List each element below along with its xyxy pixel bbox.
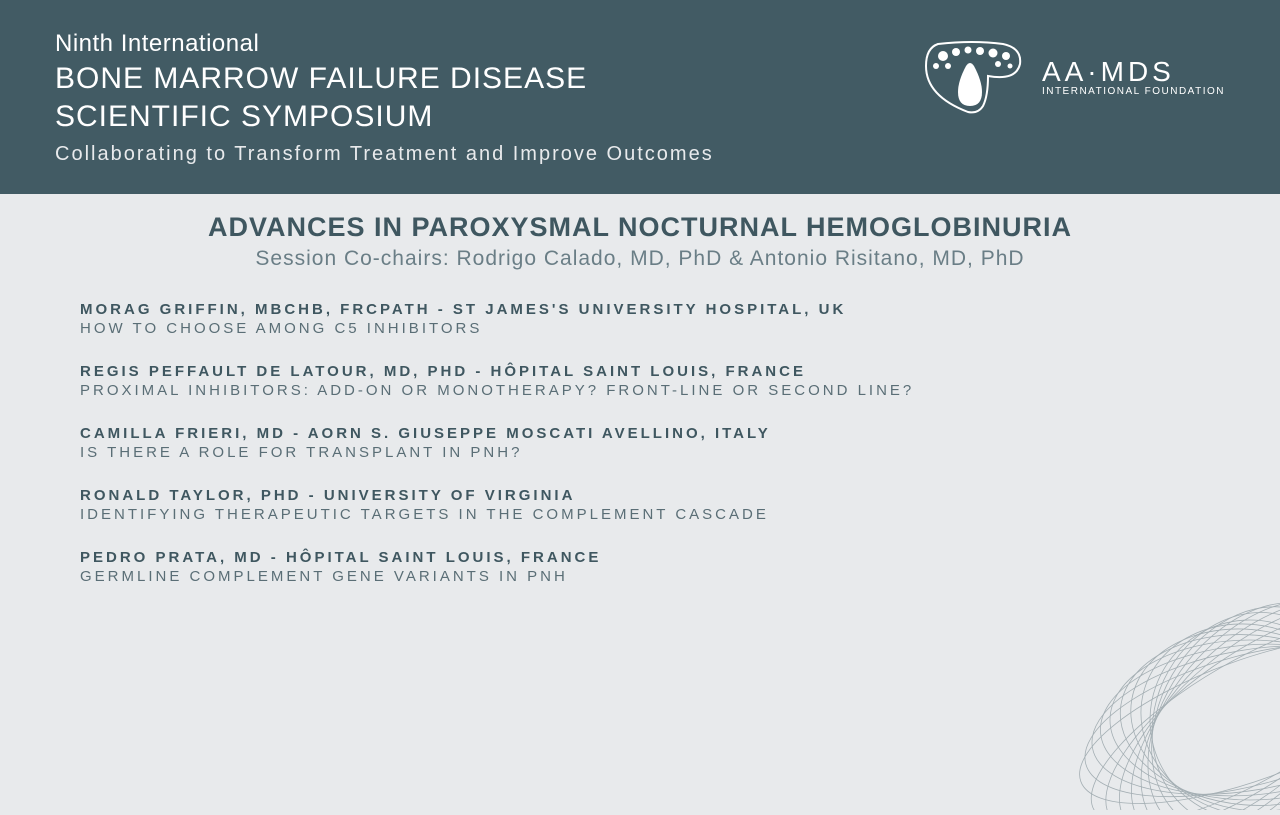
speaker-entry: PEDRO PRATA, MD - HÔPITAL SAINT LOUIS, F… bbox=[80, 549, 1205, 585]
speaker-topic: HOW TO CHOOSE AMONG C5 INHIBITORS bbox=[80, 320, 1205, 337]
symposium-edition: Ninth International bbox=[55, 30, 918, 58]
session-title: ADVANCES IN PAROXYSMAL NOCTURNAL HEMOGLO… bbox=[75, 212, 1205, 243]
speaker-list: MORAG GRIFFIN, MBCHB, FRCPATH - ST JAMES… bbox=[75, 301, 1205, 585]
speaker-topic: GERMLINE COMPLEMENT GENE VARIANTS IN PNH bbox=[80, 568, 1205, 585]
header-text-block: Ninth International BONE MARROW FAILURE … bbox=[55, 30, 918, 166]
logo-main-text: AA·MDS bbox=[1042, 56, 1225, 88]
session-chairs: Session Co-chairs: Rodrigo Calado, MD, P… bbox=[75, 247, 1205, 271]
speaker-name: MORAG GRIFFIN, MBCHB, FRCPATH - ST JAMES… bbox=[80, 301, 1205, 318]
symposium-title-line1: BONE MARROW FAILURE DISEASE bbox=[55, 60, 918, 98]
speaker-topic: IS THERE A ROLE FOR TRANSPLANT IN PNH? bbox=[80, 444, 1205, 461]
header-banner: Ninth International BONE MARROW FAILURE … bbox=[0, 0, 1280, 194]
session-body: ADVANCES IN PAROXYSMAL NOCTURNAL HEMOGLO… bbox=[0, 194, 1280, 585]
speaker-name: REGIS PEFFAULT DE LATOUR, MD, PHD - HÔPI… bbox=[80, 363, 1205, 380]
symposium-title-line2: SCIENTIFIC SYMPOSIUM bbox=[55, 98, 918, 136]
speaker-name: CAMILLA FRIERI, MD - AORN S. GIUSEPPE MO… bbox=[80, 425, 1205, 442]
speaker-topic: IDENTIFYING THERAPEUTIC TARGETS IN THE C… bbox=[80, 506, 1205, 523]
speaker-entry: MORAG GRIFFIN, MBCHB, FRCPATH - ST JAMES… bbox=[80, 301, 1205, 337]
speaker-entry: REGIS PEFFAULT DE LATOUR, MD, PHD - HÔPI… bbox=[80, 363, 1205, 399]
logo-mark-icon bbox=[918, 36, 1028, 116]
speaker-entry: CAMILLA FRIERI, MD - AORN S. GIUSEPPE MO… bbox=[80, 425, 1205, 461]
symposium-subtitle: Collaborating to Transform Treatment and… bbox=[55, 143, 918, 166]
foundation-logo: AA·MDS INTERNATIONAL FOUNDATION bbox=[918, 30, 1225, 116]
speaker-topic: PROXIMAL INHIBITORS: ADD-ON OR MONOTHERA… bbox=[80, 382, 1205, 399]
logo-sub-text: INTERNATIONAL FOUNDATION bbox=[1042, 86, 1225, 97]
speaker-entry: RONALD TAYLOR, PHD - UNIVERSITY OF VIRGI… bbox=[80, 487, 1205, 523]
speaker-name: RONALD TAYLOR, PHD - UNIVERSITY OF VIRGI… bbox=[80, 487, 1205, 504]
speaker-name: PEDRO PRATA, MD - HÔPITAL SAINT LOUIS, F… bbox=[80, 549, 1205, 566]
logo-text: AA·MDS INTERNATIONAL FOUNDATION bbox=[1042, 56, 1225, 97]
